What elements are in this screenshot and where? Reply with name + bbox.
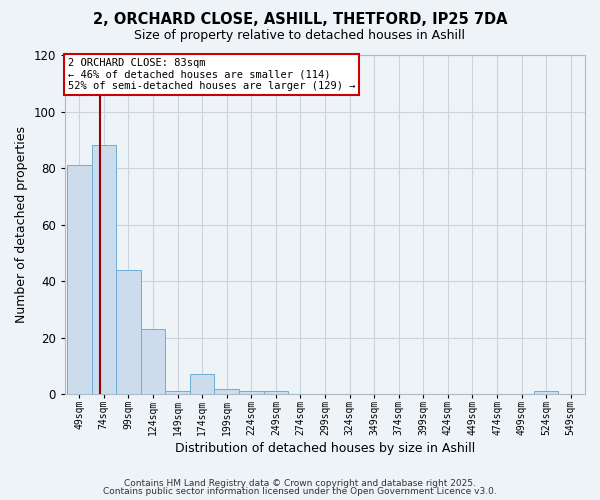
Bar <box>165 392 190 394</box>
Bar <box>214 388 239 394</box>
Y-axis label: Number of detached properties: Number of detached properties <box>15 126 28 323</box>
Bar <box>67 166 92 394</box>
Bar <box>116 270 140 394</box>
Bar <box>92 146 116 394</box>
Text: Size of property relative to detached houses in Ashill: Size of property relative to detached ho… <box>134 29 466 42</box>
X-axis label: Distribution of detached houses by size in Ashill: Distribution of detached houses by size … <box>175 442 475 455</box>
Text: Contains public sector information licensed under the Open Government Licence v3: Contains public sector information licen… <box>103 487 497 496</box>
Text: 2, ORCHARD CLOSE, ASHILL, THETFORD, IP25 7DA: 2, ORCHARD CLOSE, ASHILL, THETFORD, IP25… <box>93 12 507 28</box>
Bar <box>239 392 263 394</box>
Bar <box>263 392 288 394</box>
Bar <box>190 374 214 394</box>
Text: 2 ORCHARD CLOSE: 83sqm
← 46% of detached houses are smaller (114)
52% of semi-de: 2 ORCHARD CLOSE: 83sqm ← 46% of detached… <box>68 58 355 91</box>
Bar <box>534 392 559 394</box>
Bar <box>140 329 165 394</box>
Text: Contains HM Land Registry data © Crown copyright and database right 2025.: Contains HM Land Registry data © Crown c… <box>124 478 476 488</box>
